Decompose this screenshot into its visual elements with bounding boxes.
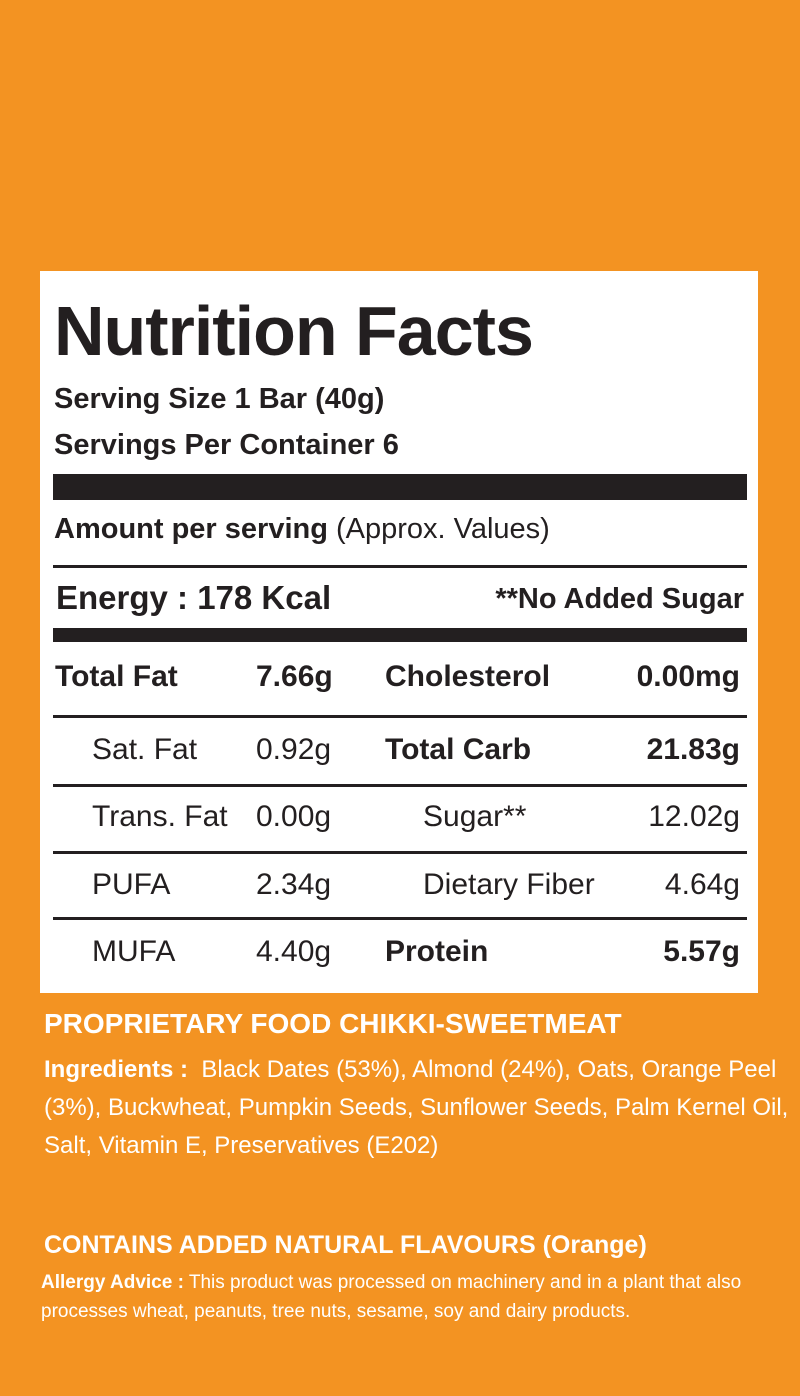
nutrient-value: 0.92g <box>256 733 332 766</box>
nutrient-value: 0.00mg <box>636 660 740 693</box>
nutrient-name: Total Carb <box>385 733 532 766</box>
nutrient-name: Trans. Fat <box>92 800 228 833</box>
title: Nutrition Facts <box>54 292 534 370</box>
flavours: CONTAINS ADDED NATURAL FLAVOURS (Orange) <box>44 1231 647 1259</box>
nutrient-value: 5.57g <box>663 935 740 968</box>
ingredients-label: Ingredients : <box>44 1056 189 1083</box>
allergy: Allergy Advice : This product was proces… <box>41 1268 781 1326</box>
nutrient-name: MUFA <box>92 935 176 968</box>
nutrient-value: 4.64g <box>664 868 740 901</box>
nutrition-panel: Nutrition Facts Serving Size 1 Bar (40g)… <box>40 271 758 993</box>
row-rule <box>53 715 747 718</box>
nutrient-value: 7.66g <box>256 660 333 693</box>
energy: Energy : 178 Kcal <box>56 579 332 616</box>
nutrient-value: 0.00g <box>256 800 332 833</box>
nutrient-name: Total Fat <box>55 660 178 693</box>
allergy-text: This product was processed on machinery … <box>41 1272 742 1322</box>
allergy-label: Allergy Advice : <box>41 1272 184 1293</box>
servings-per-container: Servings Per Container 6 <box>54 429 399 461</box>
ingredients-text: Black Dates (53%), Almond (24%), Oats, O… <box>44 1056 789 1159</box>
nutrient-name: Dietary Fiber <box>423 868 595 901</box>
thick-rule <box>53 628 747 642</box>
serving-size: Serving Size 1 Bar (40g) <box>54 383 385 415</box>
row-rule <box>53 851 747 854</box>
nutrient-value: 2.34g <box>256 868 332 901</box>
amount-label: Amount per serving <box>54 513 328 545</box>
rule <box>53 565 747 568</box>
row-rule <box>53 784 747 787</box>
nutrient-name: PUFA <box>92 868 171 901</box>
nutrient-name: Sat. Fat <box>92 733 198 766</box>
approx-note: (Approx. Values) <box>336 513 550 545</box>
amount-line: Amount per serving (Approx. Values) <box>54 511 550 547</box>
nutrient-name: Protein <box>385 935 489 968</box>
nutrient-name: Sugar** <box>423 800 527 833</box>
thick-rule <box>53 474 747 500</box>
nutrient-value: 21.83g <box>646 733 740 766</box>
row-rule <box>53 917 747 920</box>
product-type: PROPRIETARY FOOD CHIKKI-SWEETMEAT <box>44 1008 622 1039</box>
sugar-note: **No Added Sugar <box>495 583 744 615</box>
nutrient-value: 4.40g <box>256 935 332 968</box>
ingredients: Ingredients : Black Dates (53%), Almond … <box>44 1051 794 1165</box>
nutrient-name: Cholesterol <box>385 660 551 693</box>
nutrient-value: 12.02g <box>648 800 740 833</box>
